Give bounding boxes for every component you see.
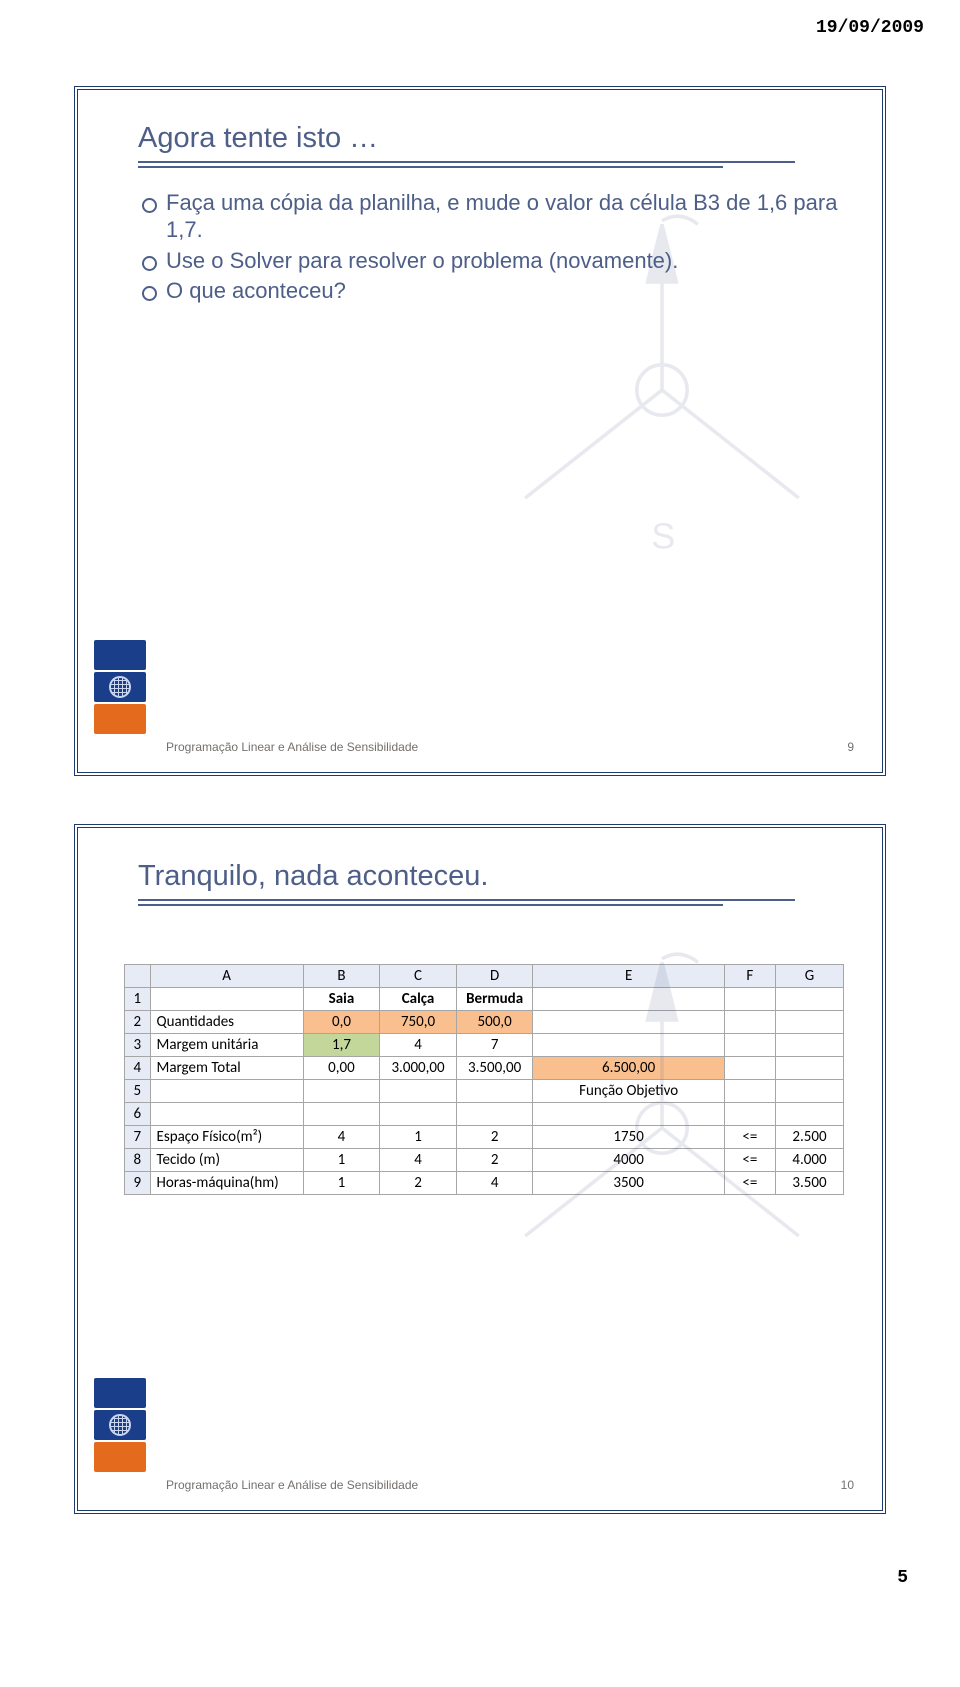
cell: Margem Total [150,1057,303,1080]
footer-text: Programação Linear e Análise de Sensibil… [166,1478,418,1492]
cell: 0,0 [303,1011,380,1034]
cell: 4 [303,1126,380,1149]
cell: 3.500 [775,1172,843,1195]
row-header: 4 [125,1057,151,1080]
slide-2: Tranquilo, nada aconteceu. A B C D E F G… [74,824,886,1514]
col-header: F [724,965,775,988]
cell: 0,00 [303,1057,380,1080]
row-header: 5 [125,1080,151,1103]
cell: 2 [456,1149,533,1172]
cell: 1 [303,1172,380,1195]
logo-university [94,1378,146,1408]
cell: Margem unitária [150,1034,303,1057]
cell: Bermuda [456,988,533,1011]
footer-text: Programação Linear e Análise de Sensibil… [166,740,418,754]
cell: 4 [380,1034,457,1057]
cell: Quantidades [150,1011,303,1034]
slide-title: Agora tente isto … [138,122,795,163]
slide-title: Tranquilo, nada aconteceu. [138,860,795,901]
bullet-list: Faça uma cópia da planilha, e mude o val… [142,190,846,305]
row-header: 9 [125,1172,151,1195]
bullet-item: O que aconteceu? [142,278,846,305]
logo-globe-icon [94,672,146,702]
row-header: 6 [125,1103,151,1126]
bullet-item: Use o Solver para resolver o problema (n… [142,248,846,275]
cell: 2 [456,1126,533,1149]
footer-slide-number: 9 [847,740,854,754]
cell: 750,0 [380,1011,457,1034]
col-header: D [456,965,533,988]
page-date: 19/09/2009 [0,0,960,46]
row-header: 2 [125,1011,151,1034]
cell: 3.000,00 [380,1057,457,1080]
row-header: 8 [125,1149,151,1172]
cell: Tecido (m) [150,1149,303,1172]
col-header: C [380,965,457,988]
cell: <= [724,1126,775,1149]
cell: 4 [456,1172,533,1195]
cell: 1 [303,1149,380,1172]
cell: <= [724,1172,775,1195]
cell: 7 [456,1034,533,1057]
corner-cell [125,965,151,988]
cell: 3.500,00 [456,1057,533,1080]
cell: 4.000 [775,1149,843,1172]
row-header: 3 [125,1034,151,1057]
cell: Calça [380,988,457,1011]
slide-1: S Agora tente isto … Faça uma cópia da p… [74,86,886,776]
logo-ead [94,1442,146,1472]
cell: 500,0 [456,1011,533,1034]
logo-globe-icon [94,1410,146,1440]
cell: 4 [380,1149,457,1172]
cell: <= [724,1149,775,1172]
cell: Saia [303,988,380,1011]
col-header: G [775,965,843,988]
logo-stack [94,1378,146,1474]
cell: Espaço Físico(m²) [150,1126,303,1149]
logo-university [94,640,146,670]
spreadsheet-table: A B C D E F G 1 Saia Calça Bermuda 2 Qua… [124,964,844,1195]
row-header: 1 [125,988,151,1011]
cell: 1750 [533,1126,724,1149]
footer-slide-number: 10 [841,1478,854,1492]
logo-ead [94,704,146,734]
col-header: A [150,965,303,988]
cell: 2.500 [775,1126,843,1149]
cell: 1 [380,1126,457,1149]
cell: Horas-máquina(hm) [150,1172,303,1195]
col-header: E [533,965,724,988]
cell: 4000 [533,1149,724,1172]
cell: 2 [380,1172,457,1195]
logo-stack [94,640,146,736]
page-number: 5 [0,1562,960,1610]
cell: 3500 [533,1172,724,1195]
cell: 1,7 [303,1034,380,1057]
cell: 6.500,00 [533,1057,724,1080]
col-header: B [303,965,380,988]
cell: Função Objetivo [533,1080,724,1103]
row-header: 7 [125,1126,151,1149]
bullet-item: Faça uma cópia da planilha, e mude o val… [142,190,846,244]
svg-text:S: S [651,515,675,556]
